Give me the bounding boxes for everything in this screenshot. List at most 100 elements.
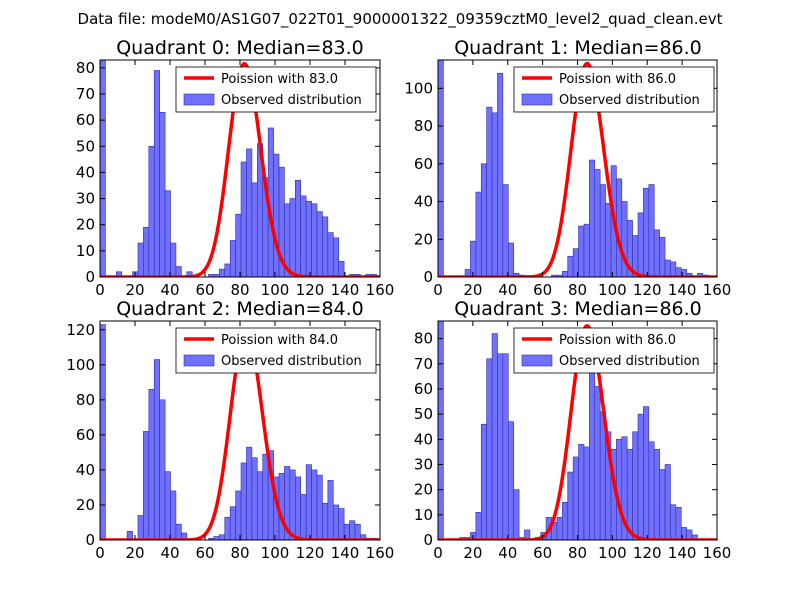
histogram-bar xyxy=(153,70,160,277)
x-tick-label: 160 xyxy=(703,544,732,562)
histogram-bar xyxy=(502,353,509,540)
x-tick-label: 40 xyxy=(160,544,179,562)
histogram-bar xyxy=(170,242,177,277)
histogram-bar xyxy=(507,421,514,540)
histogram-bar xyxy=(305,200,312,277)
legend-observed-label: Observed distribution xyxy=(221,354,362,369)
x-tick-label: 60 xyxy=(195,544,214,562)
y-tick-label: 20 xyxy=(414,481,433,499)
legend-observed-swatch xyxy=(183,354,215,367)
histogram-bar xyxy=(294,476,302,540)
quadrant-0-panel: Quadrant 0: Median=83.0 0 20 40 60 80 100 120 1… xyxy=(76,37,394,299)
legend-observed-label: Observed distribution xyxy=(559,354,700,369)
histogram-bar xyxy=(507,242,514,277)
y-tick-label: 20 xyxy=(76,496,95,514)
x-tick-label: 120 xyxy=(633,281,662,299)
histogram-bar xyxy=(164,471,171,540)
histogram-bar xyxy=(257,471,264,540)
x-tick-label: 100 xyxy=(598,281,627,299)
histogram-bar xyxy=(594,169,601,277)
histogram-bar xyxy=(670,504,677,540)
histogram-bar xyxy=(605,203,612,277)
x-tick-label: 100 xyxy=(261,544,290,562)
y-tick-label: 80 xyxy=(414,117,433,135)
y-tick-label: 0 xyxy=(85,268,95,286)
histogram-bar xyxy=(491,112,498,277)
histogram-bar xyxy=(251,457,258,540)
histogram-bar xyxy=(480,163,487,277)
histogram-bar xyxy=(475,191,482,277)
histogram-bar xyxy=(599,184,606,277)
y-tick-label: 80 xyxy=(414,330,433,348)
histogram-bar xyxy=(653,229,660,277)
histogram-bar xyxy=(219,534,226,540)
histogram-bar xyxy=(246,148,253,277)
histogram-bar xyxy=(327,480,334,540)
histogram-bar xyxy=(213,536,220,540)
histogram-bar xyxy=(659,237,666,277)
histogram-bar xyxy=(513,489,520,540)
histogram-bar xyxy=(659,469,666,540)
histogram-bar xyxy=(562,501,569,540)
x-tick-label: 60 xyxy=(533,281,552,299)
histogram-bar xyxy=(316,211,323,277)
y-tick-label: 0 xyxy=(85,531,95,549)
x-tick-label: 100 xyxy=(598,544,627,562)
quadrant-1-title: Quadrant 1: Median=86.0 xyxy=(454,37,702,59)
x-tick-label: 80 xyxy=(230,281,249,299)
histogram-bar xyxy=(262,453,269,540)
histogram-bar xyxy=(143,227,150,277)
histogram-bar xyxy=(438,60,444,277)
x-tick-label: 140 xyxy=(331,544,360,562)
histogram-bar xyxy=(643,188,650,277)
y-tick-label: 50 xyxy=(76,137,95,155)
histogram-bar xyxy=(670,261,677,277)
y-tick-label: 40 xyxy=(76,163,95,181)
x-tick-label: 120 xyxy=(296,544,325,562)
histogram-bar xyxy=(164,190,171,277)
y-tick-label: 80 xyxy=(76,59,95,77)
histogram-bar xyxy=(148,389,155,540)
y-tick-label: 80 xyxy=(76,391,95,409)
histogram-bar xyxy=(354,523,361,540)
histogram-bar xyxy=(224,263,231,277)
legend-poisson-label: Poission with 86.0 xyxy=(559,333,676,348)
histogram-bar xyxy=(251,182,258,277)
histogram-bar xyxy=(229,506,236,540)
histogram-bar xyxy=(137,242,144,277)
histogram-bar xyxy=(502,184,509,277)
y-tick-label: 30 xyxy=(414,455,433,473)
y-tick-label: 0 xyxy=(423,268,433,286)
histogram-bar xyxy=(664,259,671,277)
x-tick-label: 0 xyxy=(95,281,105,299)
y-tick-label: 70 xyxy=(76,85,95,103)
x-tick-label: 60 xyxy=(195,281,214,299)
histogram-bar xyxy=(589,159,596,277)
histogram-bar xyxy=(137,515,144,540)
histogram-bar xyxy=(664,464,671,540)
histogram-bar xyxy=(632,431,639,540)
histogram-bar xyxy=(322,502,329,540)
plot-area xyxy=(100,60,380,277)
legend-poisson-label: Poission with 84.0 xyxy=(221,333,338,348)
histogram-bar xyxy=(316,474,323,540)
histogram-bar xyxy=(556,517,563,540)
x-tick-label: 0 xyxy=(433,281,443,299)
histogram-bar xyxy=(219,268,226,277)
x-tick-label: 40 xyxy=(160,281,179,299)
quadrant-1-panel: Quadrant 1: Median=86.0 0 20 40 60 80 100 120 1… xyxy=(404,37,731,299)
y-tick-label: 60 xyxy=(414,155,433,173)
y-tick-label: 40 xyxy=(76,461,95,479)
histogram-bar xyxy=(246,446,253,540)
figure-suptitle: Data file: modeM0/AS1G07_022T01_90000013… xyxy=(78,10,723,29)
histogram-bar xyxy=(278,473,285,540)
quadrant-2-title: Quadrant 2: Median=84.0 xyxy=(116,298,364,320)
y-tick-label: 0 xyxy=(423,531,433,549)
x-tick-label: 80 xyxy=(230,544,249,562)
histogram-bar xyxy=(224,516,231,540)
histogram-bar xyxy=(497,72,504,277)
histogram-bar xyxy=(229,240,236,277)
histogram-bar xyxy=(159,399,166,540)
y-tick-label: 30 xyxy=(76,190,95,208)
